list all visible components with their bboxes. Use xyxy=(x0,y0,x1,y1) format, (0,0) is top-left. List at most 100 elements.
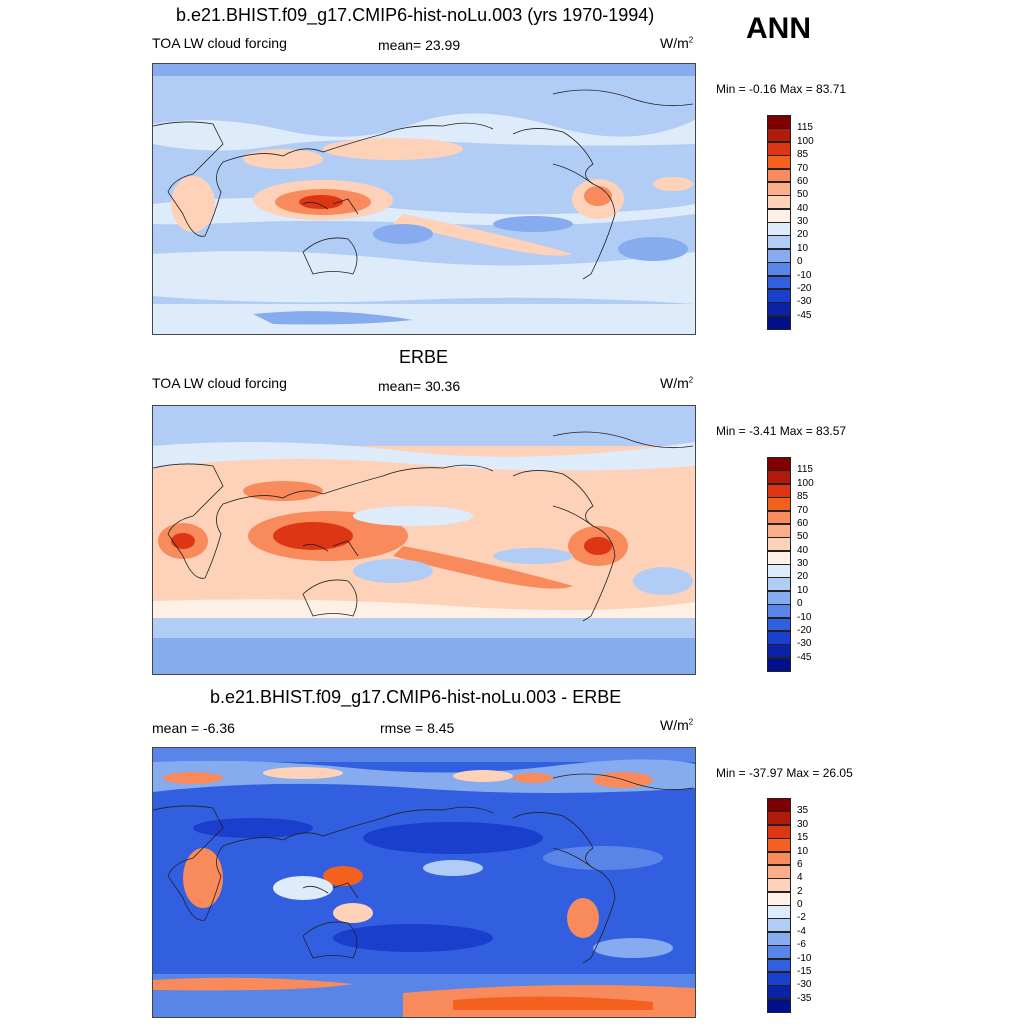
colorbar-swatch xyxy=(767,302,791,317)
colorbar-swatch xyxy=(767,128,791,143)
colorbar-swatch xyxy=(767,155,791,169)
colorbar-swatch xyxy=(767,824,791,839)
colorbar-label: -30 xyxy=(797,979,812,991)
colorbar-label: 15 xyxy=(797,832,809,844)
colorbar-swatch xyxy=(767,851,791,866)
colorbar-label: -15 xyxy=(797,965,812,977)
colorbar-swatch xyxy=(767,550,791,565)
colorbar-swatch xyxy=(767,905,791,919)
colorbar-swatch xyxy=(767,497,791,511)
colorbar-label: -20 xyxy=(797,282,812,294)
panel-1-title: b.e21.BHIST.f09_g17.CMIP6-hist-noLu.003 … xyxy=(176,5,655,25)
colorbar-label: -2 xyxy=(797,912,806,924)
colorbar-swatch xyxy=(767,958,791,973)
colorbar-swatch xyxy=(767,630,791,645)
colorbar-label: -10 xyxy=(797,269,812,281)
colorbar-label: 40 xyxy=(797,202,809,214)
units-text: W/m xyxy=(660,717,689,733)
colorbar-label: 30 xyxy=(797,558,809,569)
colorbar-label: -35 xyxy=(797,992,812,1004)
panel-2-mean: mean= 30.36 xyxy=(378,378,461,394)
colorbar-swatch xyxy=(767,208,791,223)
colorbar-label: -30 xyxy=(797,638,812,650)
colorbar-swatch xyxy=(767,115,791,129)
colorbar-swatch xyxy=(767,457,791,471)
panel-1-mean: mean= 23.99 xyxy=(378,37,461,53)
colorbar-swatch xyxy=(767,275,791,290)
colorbar-swatch xyxy=(767,644,791,659)
colorbar-swatch xyxy=(767,537,791,552)
colorbar-label: 100 xyxy=(797,477,814,489)
colorbar-label: 70 xyxy=(797,162,809,174)
colorbar-swatch xyxy=(767,985,791,1000)
colorbar-swatch xyxy=(767,470,791,485)
colorbar-swatch xyxy=(767,262,791,276)
panel-2-title: ERBE xyxy=(399,347,449,367)
colorbar-swatch xyxy=(767,315,791,330)
colorbar-label: 100 xyxy=(797,135,814,147)
colorbar-label: 30 xyxy=(797,216,809,227)
colorbar-swatch xyxy=(767,483,791,498)
colorbar-swatch xyxy=(767,798,791,812)
panel-2-map xyxy=(152,405,696,675)
colorbar-label: 85 xyxy=(797,149,809,161)
colorbar-label: -10 xyxy=(797,952,812,964)
colorbar-label: 2 xyxy=(797,885,803,897)
colorbar-label: 10 xyxy=(797,242,809,254)
units-text: W/m xyxy=(660,35,689,51)
colorbar-swatch xyxy=(767,564,791,578)
colorbar-swatch xyxy=(767,891,791,906)
colorbar-swatch xyxy=(767,657,791,672)
colorbar-label: 10 xyxy=(797,845,809,857)
colorbar-label: 50 xyxy=(797,531,809,543)
colorbar-label: 6 xyxy=(797,858,803,870)
colorbar-swatch xyxy=(767,168,791,183)
panel-3-map xyxy=(152,747,696,1018)
colorbar-swatch xyxy=(767,811,791,826)
colorbar-label: 40 xyxy=(797,544,809,556)
colorbar-swatch xyxy=(767,838,791,852)
colorbar-swatch xyxy=(767,998,791,1013)
colorbar-swatch xyxy=(767,918,791,933)
units-exponent: 2 xyxy=(688,717,694,727)
colorbar-swatch xyxy=(767,590,791,605)
colorbar-label: -45 xyxy=(797,651,812,663)
colorbar-label: -10 xyxy=(797,611,812,623)
colorbar-label: 70 xyxy=(797,504,809,516)
colorbar-label: 50 xyxy=(797,189,809,201)
panel-3-title: b.e21.BHIST.f09_g17.CMIP6-hist-noLu.003 … xyxy=(210,687,622,707)
colorbar-label: -6 xyxy=(797,939,806,951)
colorbar-label: -45 xyxy=(797,309,812,321)
colorbar-swatch xyxy=(767,288,791,303)
panel-3-units: W/m2 xyxy=(660,717,693,733)
colorbar-label: 115 xyxy=(797,122,813,134)
colorbar-label: 115 xyxy=(797,464,813,476)
colorbar-swatch xyxy=(767,523,791,538)
panel-2-units: W/m2 xyxy=(660,375,693,391)
colorbar-swatch xyxy=(767,971,791,986)
colorbar-swatch xyxy=(767,604,791,618)
colorbar-label: 20 xyxy=(797,571,809,583)
colorbar-label: 10 xyxy=(797,584,809,596)
panel-3-mean: mean = -6.36 xyxy=(152,720,235,736)
colorbar-label: 0 xyxy=(797,256,803,268)
colorbar-swatch xyxy=(767,931,791,946)
colorbar-swatch xyxy=(767,617,791,632)
colorbar-label: -4 xyxy=(797,925,806,937)
colorbar-swatch xyxy=(767,195,791,210)
panel-3-colorbar: 35 30 15 10 6 4 2 0 -2 -4 -6 -10 -15 -30 -35 xyxy=(767,798,811,1013)
colorbar-label: 60 xyxy=(797,175,809,187)
units-exponent: 2 xyxy=(688,35,694,45)
colorbar-label: 0 xyxy=(797,899,803,910)
colorbar-label: 0 xyxy=(797,598,803,610)
colorbar-swatch xyxy=(767,235,791,250)
colorbar-swatch xyxy=(767,864,791,879)
panel-2-variable: TOA LW cloud forcing xyxy=(152,375,287,391)
colorbar-label: -20 xyxy=(797,624,812,636)
colorbar-swatch xyxy=(767,945,791,959)
panel-1-variable: TOA LW cloud forcing xyxy=(152,35,287,51)
colorbar-swatch xyxy=(767,181,791,196)
colorbar-label: 30 xyxy=(797,818,809,830)
colorbar-swatch xyxy=(767,222,791,236)
colorbar-label: -30 xyxy=(797,296,812,308)
